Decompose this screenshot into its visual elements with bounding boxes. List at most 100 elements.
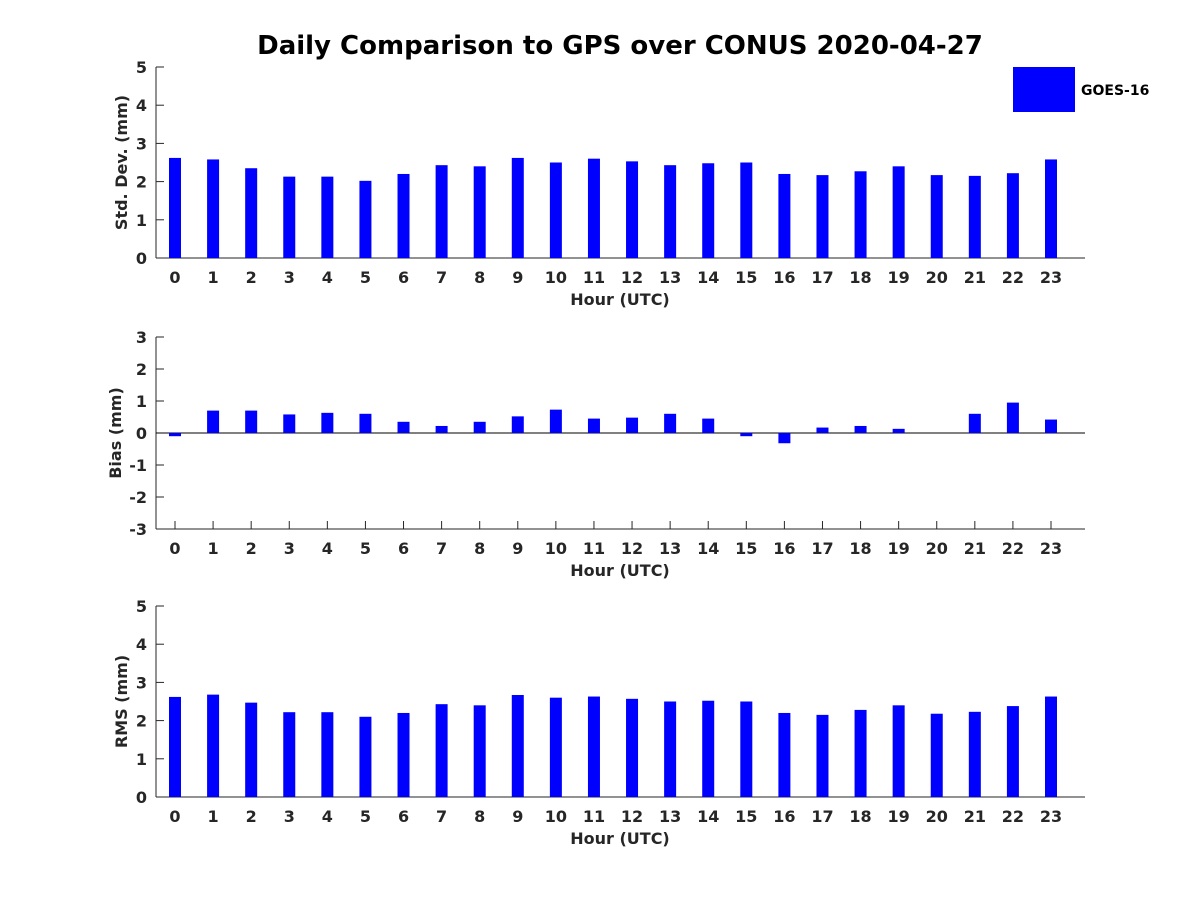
- legend-swatch: [1013, 67, 1075, 112]
- x-tick-label: 13: [659, 539, 681, 558]
- bar-rms: [397, 712, 410, 797]
- x-tick-label: 15: [735, 268, 757, 287]
- bar-std-dev: [511, 157, 524, 258]
- bar-std-dev: [626, 161, 639, 258]
- x-tick-label: 8: [474, 807, 485, 826]
- bar-rms: [854, 709, 867, 797]
- x-tick-label: 6: [398, 539, 409, 558]
- y-tick-label: -3: [129, 520, 147, 539]
- bar-std-dev: [359, 180, 372, 258]
- y-tick-label: 3: [136, 673, 147, 692]
- x-tick-label: 7: [436, 539, 447, 558]
- y-tick-label: 4: [136, 635, 147, 654]
- y-tick-label: 3: [136, 328, 147, 347]
- bar-std-dev: [207, 159, 220, 258]
- x-tick-label: 18: [849, 268, 871, 287]
- bar-std-dev: [930, 175, 943, 258]
- y-tick-label: 4: [136, 96, 147, 115]
- x-tick-label: 16: [773, 539, 795, 558]
- x-tick-label: 10: [545, 807, 567, 826]
- bar-bias: [968, 413, 981, 433]
- x-tick-label: 2: [246, 268, 257, 287]
- bar-rms: [359, 716, 372, 797]
- x-tick-label: 19: [888, 268, 910, 287]
- bar-rms: [321, 712, 334, 797]
- y-tick-label: 5: [136, 597, 147, 616]
- x-tick-label: 6: [398, 807, 409, 826]
- bar-rms: [1045, 696, 1057, 797]
- bar-bias: [778, 433, 791, 444]
- bar-std-dev: [968, 175, 981, 258]
- x-tick-label: 22: [1002, 268, 1024, 287]
- x-tick-label: 11: [583, 268, 605, 287]
- x-tick-label: 23: [1040, 539, 1062, 558]
- bar-std-dev: [283, 176, 296, 258]
- bar-bias: [626, 417, 639, 433]
- bar-bias: [854, 425, 867, 433]
- bar-std-dev: [702, 163, 715, 258]
- bar-bias: [664, 413, 677, 433]
- x-tick-label: 8: [474, 539, 485, 558]
- x-tick-label: 19: [888, 807, 910, 826]
- bar-bias: [587, 418, 600, 433]
- y-tick-label: 0: [136, 424, 147, 443]
- x-tick-label: 15: [735, 807, 757, 826]
- bar-rms: [473, 705, 486, 797]
- bar-std-dev: [549, 162, 562, 258]
- x-tick-label: 18: [849, 807, 871, 826]
- bar-rms: [207, 694, 220, 797]
- x-tick-label: 5: [360, 807, 371, 826]
- x-tick-label: 9: [512, 807, 523, 826]
- x-tick-label: 10: [545, 539, 567, 558]
- x-tick-label: 19: [888, 539, 910, 558]
- y-tick-label: 2: [136, 360, 147, 379]
- bar-std-dev: [587, 158, 600, 258]
- bar-rms: [245, 702, 258, 797]
- bar-bias: [435, 425, 448, 433]
- x-tick-label: 12: [621, 539, 643, 558]
- y-axis-label: Bias (mm): [106, 387, 125, 479]
- x-tick-label: 6: [398, 268, 409, 287]
- bar-std-dev: [245, 168, 258, 258]
- x-tick-label: 3: [284, 539, 295, 558]
- x-tick-label: 2: [246, 807, 257, 826]
- x-tick-label: 21: [964, 268, 986, 287]
- x-tick-label: 22: [1002, 807, 1024, 826]
- x-tick-label: 20: [926, 539, 948, 558]
- bar-std-dev: [778, 173, 791, 258]
- y-tick-label: 1: [136, 211, 147, 230]
- x-tick-label: 20: [926, 268, 948, 287]
- x-tick-label: 16: [773, 807, 795, 826]
- x-tick-label: 14: [697, 268, 719, 287]
- x-tick-label: 0: [169, 268, 180, 287]
- x-tick-label: 12: [621, 268, 643, 287]
- bar-std-dev: [435, 165, 448, 258]
- x-tick-label: 1: [208, 807, 219, 826]
- bar-bias: [397, 421, 410, 433]
- y-tick-label: 0: [136, 249, 147, 268]
- x-tick-label: 8: [474, 268, 485, 287]
- y-tick-label: 3: [136, 134, 147, 153]
- x-tick-label: 9: [512, 539, 523, 558]
- legend-label: GOES-16: [1081, 83, 1149, 99]
- y-axis-label: RMS (mm): [112, 655, 131, 748]
- x-tick-label: 23: [1040, 807, 1062, 826]
- x-tick-label: 4: [322, 268, 333, 287]
- x-tick-label: 23: [1040, 268, 1062, 287]
- y-tick-label: 1: [136, 392, 147, 411]
- bar-std-dev: [473, 166, 486, 258]
- y-tick-label: 1: [136, 750, 147, 769]
- bar-bias: [359, 413, 372, 433]
- x-tick-label: 18: [849, 539, 871, 558]
- x-tick-label: 2: [246, 539, 257, 558]
- x-tick-label: 22: [1002, 539, 1024, 558]
- x-tick-label: 20: [926, 807, 948, 826]
- bar-bias: [245, 410, 258, 433]
- x-tick-label: 5: [360, 539, 371, 558]
- bar-std-dev: [169, 157, 181, 258]
- bar-std-dev: [397, 173, 410, 258]
- bar-rms: [587, 696, 600, 797]
